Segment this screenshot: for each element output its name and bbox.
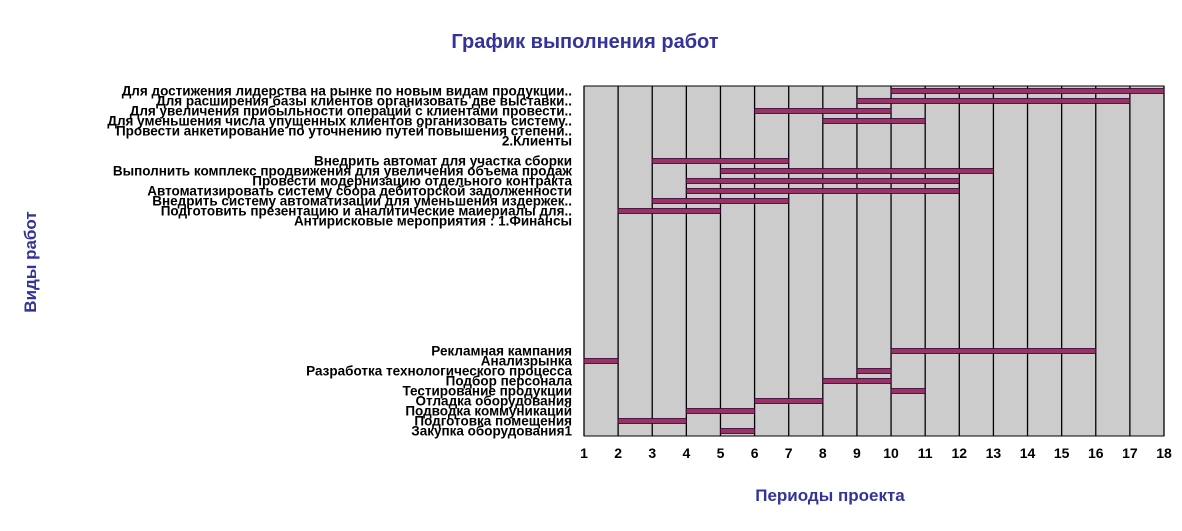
task-label: Провести анкетирование по уточнению путе… [116,124,572,139]
x-tick-label: 11 [918,445,933,461]
task-label: Для достижения лидерства на рынке по нов… [122,84,572,99]
plot-area [583,85,1165,437]
task-label: 2.Клиенты [502,134,572,149]
task-label: Подготовка помещения [414,414,572,429]
task-bar [720,428,755,434]
x-tick-label: 5 [717,445,725,461]
task-bar [617,418,687,424]
task-bar [720,168,994,174]
task-bar [890,388,926,394]
bars [583,88,1165,434]
task-label: Разработка технологического процесса [306,364,572,379]
x-tick-label: 7 [785,445,793,461]
grid-lines [583,86,1165,436]
x-tick-label: 17 [1122,445,1138,461]
y-axis-title: Виды работ [21,211,40,312]
task-label: Автоматизировать систему сбора дебиторск… [147,184,572,199]
task-label: Провести модернизацию отдельного контрак… [252,174,572,189]
x-tick-label: 16 [1088,445,1104,461]
task-label: Тестирование продукции [402,384,572,399]
task-label: Выполнить комплекс продвижения для увели… [113,164,573,179]
x-axis-title: Периоды проекта [755,486,905,505]
task-label: Рекламная кампания [431,344,572,359]
task-label: Антирисковые мероприятия : 1.Финансы [294,214,572,229]
task-label: Подготовить презентацию и аналитические … [161,204,572,219]
x-tick-label: 9 [853,445,861,461]
x-tick-label: 6 [751,445,759,461]
chart-title: График выполнения работ [451,31,718,53]
task-label: Анализрынка [481,354,573,369]
x-tick-label: 18 [1156,445,1172,461]
x-tick-label: 1 [580,445,588,461]
task-bar [685,178,960,184]
x-tick-label: 15 [1054,445,1070,461]
task-label: Внедрить систему автоматизации для умень… [152,194,572,209]
x-tick-label: 3 [648,445,656,461]
task-bar [856,98,1131,104]
task-bar [856,368,892,374]
task-bar [890,88,1165,94]
x-tick-label: 8 [819,445,827,461]
x-tick-labels: 1 2 3 4 5 6 7 8 9 10 11 12 13 14 15 16 17 18 [580,445,1172,461]
task-label: Для увеличения прибыльности операций с к… [130,104,572,119]
x-tick-label: 4 [682,445,690,461]
task-bar [651,198,790,204]
task-label: Подводка коммуникаций [405,404,572,419]
task-label: Подбор персонала [446,374,573,389]
task-label: Для расширения базы клиентов организоват… [156,94,572,109]
x-tick-label: 12 [952,445,968,461]
task-bar [822,118,926,124]
task-label: Закупка оборудования1 [411,424,572,439]
task-bar [651,158,790,164]
x-tick-label: 2 [614,445,622,461]
task-bar [890,348,1097,354]
task-bar [822,378,892,384]
x-tick-label: 13 [986,445,1002,461]
task-bar [617,208,721,214]
task-labels: Для достижения лидерства на рынке по нов… [107,84,572,439]
task-label: Для уменьшения числа упущенных клиентов … [107,114,572,129]
task-bar [754,108,892,114]
task-bar [685,408,755,414]
x-tick-label: 14 [1020,445,1036,461]
x-tick-label: 10 [883,445,899,461]
task-label: Отладка оборудования [416,394,572,409]
task-bar [685,188,960,194]
task-bar [754,398,824,404]
task-label: Внедрить автомат для участка сборки [314,154,572,169]
task-bar [583,358,619,364]
